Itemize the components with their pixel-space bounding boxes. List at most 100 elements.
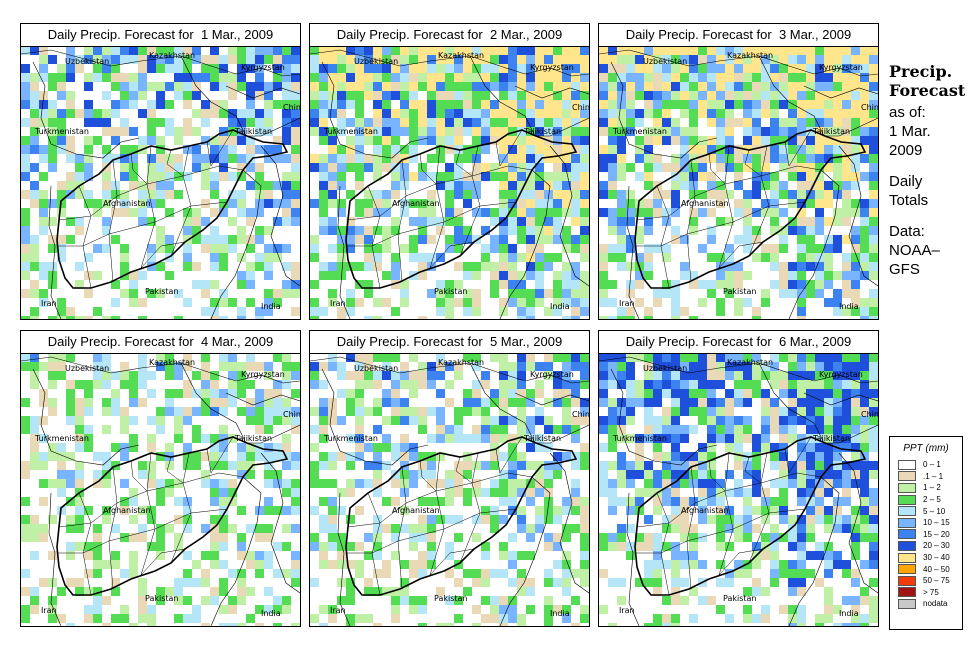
precip-cell — [788, 353, 797, 362]
precip-cell — [553, 470, 562, 479]
precip-cell — [599, 91, 608, 100]
precip-cell — [319, 208, 328, 217]
precip-cell — [418, 172, 427, 181]
precip-cell — [824, 82, 833, 91]
precip-cell — [716, 271, 725, 280]
precip-cell — [680, 136, 689, 145]
precip-cell — [84, 425, 93, 434]
precip-cell — [219, 434, 228, 443]
precip-cell — [662, 470, 671, 479]
precip-cell — [328, 362, 337, 371]
precip-cell — [734, 416, 743, 425]
precip-cell — [210, 109, 219, 118]
precip-cell — [869, 154, 878, 163]
precip-cell — [228, 298, 237, 307]
precip-cell — [508, 172, 517, 181]
precip-cell — [580, 605, 589, 614]
precip-cell — [66, 551, 75, 560]
precip-cell — [734, 181, 743, 190]
precip-cell — [689, 109, 698, 118]
precip-cell — [264, 190, 273, 199]
precip-cell — [707, 226, 716, 235]
legend-swatch — [898, 459, 916, 470]
precip-cell — [210, 398, 219, 407]
precip-cell — [734, 515, 743, 524]
precip-cell — [707, 118, 716, 127]
precip-cell — [544, 109, 553, 118]
precip-cell — [707, 64, 716, 73]
precip-cell — [445, 235, 454, 244]
precip-cell — [328, 416, 337, 425]
precip-cell — [201, 109, 210, 118]
precip-cell — [463, 190, 472, 199]
precip-cell — [291, 163, 300, 172]
precip-cell — [355, 82, 364, 91]
map-label-afghanistan: Afghanistan — [103, 506, 151, 515]
precip-cell — [797, 614, 806, 623]
precip-cell — [201, 307, 210, 316]
precip-cell — [454, 578, 463, 587]
precip-cell — [544, 73, 553, 82]
precip-cell — [210, 434, 219, 443]
precip-cell — [644, 416, 653, 425]
map-label-china: China — [283, 410, 300, 419]
precip-cell — [400, 434, 409, 443]
precip-cell — [707, 596, 716, 605]
precip-cell — [183, 82, 192, 91]
precip-cell — [400, 298, 409, 307]
precip-cell — [842, 497, 851, 506]
precip-cell — [30, 515, 39, 524]
precip-cell — [165, 100, 174, 109]
precip-cell — [210, 298, 219, 307]
precip-cell — [571, 506, 580, 515]
precip-cell — [147, 163, 156, 172]
precip-cell — [255, 524, 264, 533]
precip-cell — [210, 46, 219, 55]
precip-cell — [346, 118, 355, 127]
precip-cell — [472, 307, 481, 316]
precip-cell — [156, 199, 165, 208]
precip-cell — [174, 163, 183, 172]
precip-cell — [833, 551, 842, 560]
precip-cell — [779, 64, 788, 73]
precip-cell — [680, 55, 689, 64]
precip-cell — [445, 91, 454, 100]
precip-cell — [770, 362, 779, 371]
precip-cell — [635, 443, 644, 452]
precip-cell — [689, 353, 698, 362]
precip-cell — [743, 380, 752, 389]
precip-cell — [842, 488, 851, 497]
precip-cell — [319, 461, 328, 470]
precip-cell — [499, 244, 508, 253]
precip-cell — [707, 100, 716, 109]
precip-cell — [869, 199, 878, 208]
precip-cell — [815, 380, 824, 389]
precip-cell — [752, 82, 761, 91]
precip-cell — [580, 253, 589, 262]
precip-cell — [382, 136, 391, 145]
precip-cell — [382, 398, 391, 407]
precip-cell — [282, 479, 291, 488]
precip-cell — [761, 398, 770, 407]
map-label-tajikistan: Tajikistan — [523, 434, 561, 443]
precip-cell — [21, 398, 30, 407]
precip-cell — [671, 623, 680, 626]
precip-cell — [562, 280, 571, 289]
precip-cell — [472, 208, 481, 217]
precip-cell — [653, 64, 662, 73]
precip-cell — [445, 289, 454, 298]
precip-cell — [183, 226, 192, 235]
precip-cell — [752, 163, 761, 172]
precip-cell — [454, 262, 463, 271]
precip-cell — [436, 452, 445, 461]
precip-cell — [580, 172, 589, 181]
precip-cell — [328, 244, 337, 253]
precip-cell — [237, 587, 246, 596]
precip-cell — [382, 91, 391, 100]
precip-cell — [337, 91, 346, 100]
precip-cell — [183, 380, 192, 389]
precip-cell — [788, 190, 797, 199]
precip-cell — [689, 172, 698, 181]
precip-cell — [608, 362, 617, 371]
precip-cell — [752, 614, 761, 623]
